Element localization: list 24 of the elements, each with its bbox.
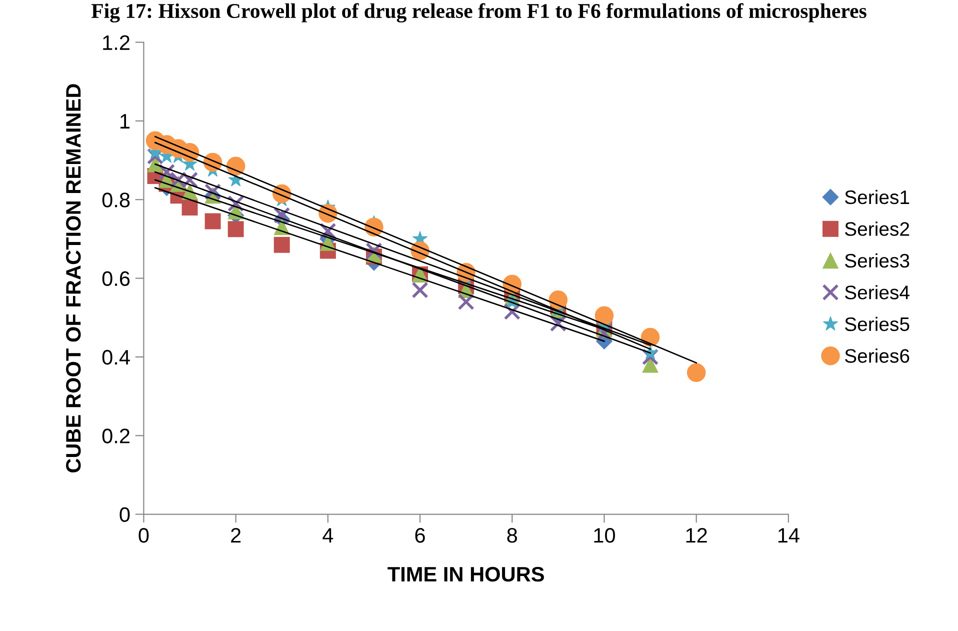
y-tick-label: 1 — [120, 114, 130, 128]
x-tick-label: 0 — [138, 528, 149, 543]
y-tick-label: 0 — [120, 507, 130, 522]
x-tick-label: 2 — [231, 528, 241, 543]
y-tick-label: 0.6 — [102, 271, 130, 286]
x-axis-title: TIME IN HOURS — [388, 566, 544, 582]
legend-label: Series6 — [844, 348, 910, 363]
legend-label: Series5 — [844, 316, 910, 332]
y-tick-label: 0.8 — [102, 192, 130, 208]
chart-title: Fig 17: Hixson Crowell plot of drug release from F1 to F6 formulations of microspheres — [91, 3, 866, 22]
x-tick-label: 4 — [322, 528, 334, 543]
x-tick-label: 10 — [594, 528, 615, 543]
legend-label: Series2 — [844, 222, 910, 236]
y-axis-title: CUBE ROOT OF FRACTION REMAINED — [66, 84, 81, 472]
legend-label: Series1 — [844, 190, 910, 204]
x-tick-label: 8 — [507, 528, 518, 543]
x-tick-label: 12 — [686, 528, 707, 543]
legend-label: Series3 — [844, 253, 910, 268]
y-tick-label: 0.2 — [102, 428, 130, 444]
y-tick-label: 0.4 — [102, 350, 130, 365]
x-tick-label: 6 — [415, 528, 425, 543]
legend-label: Series4 — [844, 285, 910, 300]
y-tick-label: 1.2 — [103, 35, 130, 50]
x-tick-label: 14 — [778, 528, 800, 543]
